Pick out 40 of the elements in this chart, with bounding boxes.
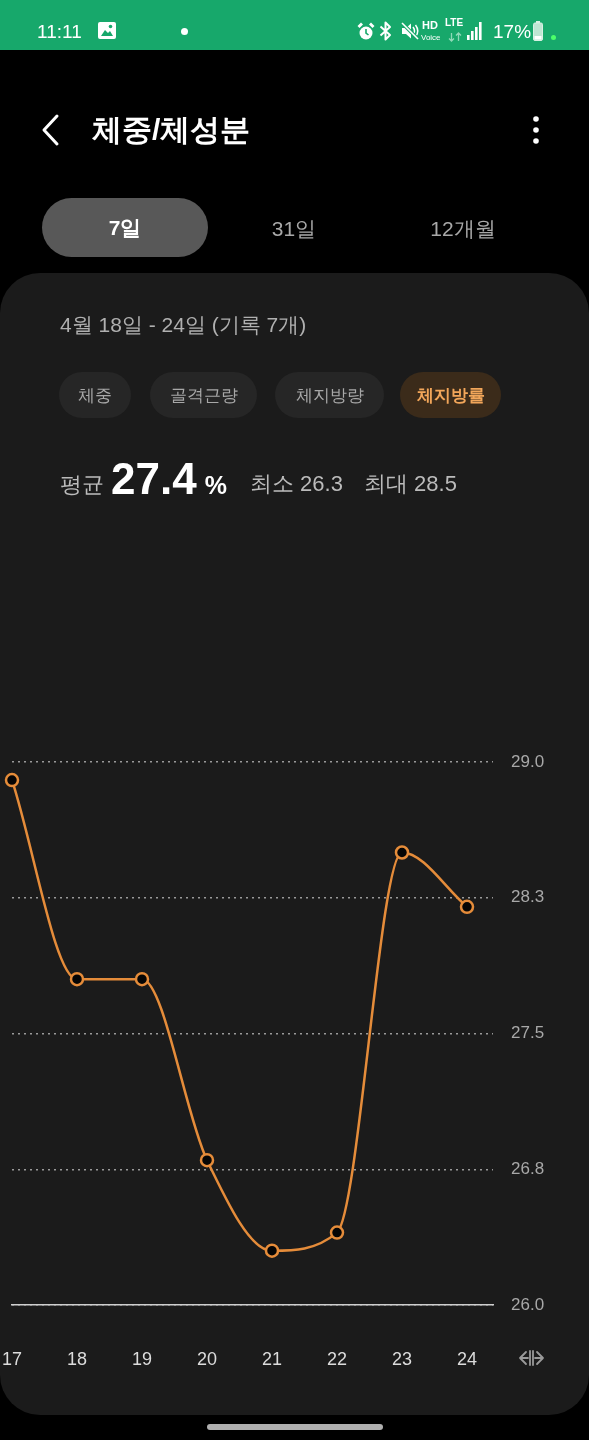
y-tick-label: 27.5	[511, 1023, 545, 1043]
point	[394, 845, 410, 860]
x-tick-label: 21	[261, 1348, 283, 1369]
chart-subtitle: 4월 18일 - 24일 (기록 7개)	[60, 312, 307, 336]
text: 12개월	[430, 216, 496, 240]
chart-title: 체중/체성분	[92, 113, 251, 146]
text: 체중	[78, 385, 112, 405]
text: 31일	[271, 216, 317, 240]
text: %	[204, 470, 227, 499]
point	[329, 1225, 345, 1240]
y-tick-label: 26.8	[511, 1158, 545, 1178]
x-tick-label: 18	[66, 1348, 88, 1369]
text: 체지방량	[295, 385, 364, 405]
text: 체지방률	[416, 385, 485, 405]
point	[4, 772, 20, 788]
point	[459, 899, 475, 915]
point	[199, 1152, 215, 1168]
point	[134, 971, 150, 987]
x-tick-label: 23	[391, 1348, 413, 1369]
x-tick-label: 24	[456, 1348, 478, 1369]
text: HD	[422, 18, 438, 31]
text: 7일	[108, 216, 142, 239]
text: 최대 28.5	[364, 471, 457, 496]
x-tick-label: 22	[326, 1348, 348, 1369]
text: 골격근량	[169, 385, 238, 405]
text: 평균	[60, 472, 104, 497]
y-tick-label: 29.0	[511, 751, 545, 771]
x-tick-label: 20	[196, 1348, 218, 1369]
text: 11:11	[37, 20, 82, 42]
text: 최소 26.3	[250, 471, 343, 496]
point	[264, 1243, 280, 1258]
point	[69, 971, 85, 987]
text: 27.4	[111, 454, 197, 503]
x-tick-label: 17	[1, 1348, 23, 1369]
text: LTE	[445, 17, 464, 28]
text: Voice	[421, 33, 441, 42]
x-tick-label: 19	[131, 1348, 153, 1369]
y-tick-label: 28.3	[511, 887, 545, 907]
y-tick-label: 26.0	[511, 1294, 545, 1314]
text: 17%	[493, 20, 532, 42]
